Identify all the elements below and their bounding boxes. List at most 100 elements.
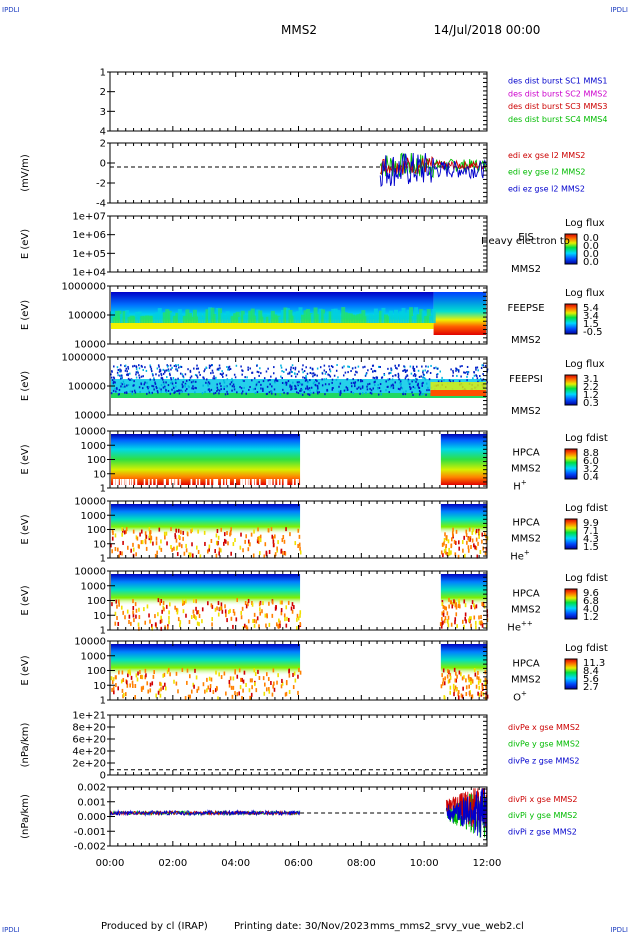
hpca-speck [215, 540, 218, 545]
feepsi-speck [411, 391, 413, 394]
feepse-feature [127, 316, 132, 323]
feepse-feature [230, 316, 235, 323]
hpca-speck [195, 606, 197, 611]
feepsi-speck [305, 378, 307, 381]
feepsi-speck [291, 371, 293, 374]
feepsi-speck [362, 392, 364, 395]
hpca-speck [445, 606, 448, 611]
hpca-speck [271, 534, 274, 539]
feepsi-speck [258, 381, 260, 384]
hpca-speck [183, 600, 186, 605]
spacecraft-label: MMS2 [511, 264, 541, 275]
hpca-speck [443, 696, 446, 701]
hpca-speck [453, 688, 456, 693]
hpca-speck [296, 617, 298, 622]
panel-frame [109, 215, 488, 273]
feepsi-speck [328, 368, 331, 371]
hpca-speck [175, 671, 178, 676]
hpca-speck [449, 600, 452, 605]
hpca-speck [123, 692, 125, 697]
hpca-speck [280, 611, 283, 616]
hpca-speck [256, 539, 259, 544]
feepsi-speck [295, 375, 297, 378]
hpca-speck [115, 683, 117, 688]
hpca-speck [186, 668, 189, 673]
feepsi-speck [422, 369, 424, 372]
feepsi-speck [245, 392, 247, 395]
feepsi-speck [315, 379, 317, 382]
feepsi-speck [417, 382, 419, 385]
feepsi-speck [321, 372, 324, 375]
hpca-speck [226, 531, 228, 536]
feepsi-speck [260, 387, 262, 390]
feepsi-speck [166, 365, 169, 368]
feepsi-speck [171, 382, 174, 385]
feepsi-speck [207, 381, 210, 384]
hpca-speck [443, 537, 446, 542]
feepsi-speck [169, 364, 172, 367]
feepsi-speck [331, 387, 334, 390]
feepsi-speck [255, 383, 258, 386]
feepsi-speck [401, 387, 404, 390]
hpca-speck [141, 674, 143, 679]
hpca-speck [161, 609, 163, 614]
hpca-speck [455, 605, 458, 610]
hpca-speck [175, 538, 178, 543]
feepse-feature [170, 312, 175, 323]
y-axis-label: E (eV) [20, 371, 31, 401]
feepsi-speck [343, 365, 345, 368]
y-tick-label: 4 [100, 127, 106, 138]
hpca-speck [280, 608, 283, 613]
hpca-speck [297, 528, 300, 533]
hpca-speck [160, 547, 163, 552]
feepsi-speck [115, 390, 117, 393]
hpca-speck [191, 553, 194, 558]
feepsi-speck [177, 364, 180, 367]
feepsi-speck [411, 380, 413, 383]
feepsi-speck [399, 388, 401, 391]
feepsi-speck [339, 390, 342, 393]
hpca-speck [264, 542, 267, 547]
hpca-speck [443, 619, 446, 624]
hpca-speck [298, 667, 300, 672]
feepsi-speck [352, 378, 354, 381]
feepsi-speck [196, 374, 198, 377]
hpca-speck [163, 672, 166, 677]
feepsi-speck [313, 381, 316, 384]
y-tick-label: 1e+07 [72, 212, 106, 223]
feepsi-speck [218, 389, 221, 392]
feepsi-speck [376, 376, 379, 379]
feepsi-speck [216, 368, 219, 371]
hpca-speck [255, 619, 258, 624]
feepse-feature [336, 310, 341, 323]
feepsi-speck [466, 373, 469, 376]
feepsi-speck [112, 381, 115, 384]
feepsi-speck [137, 371, 139, 374]
feepsi-speck [222, 375, 224, 378]
panel-frame [109, 714, 488, 776]
hpca-speck [471, 600, 474, 605]
feepsi-speck [407, 380, 409, 383]
feepsi-speck [289, 368, 292, 371]
hpca-speck [450, 537, 453, 542]
hpca-speck [453, 667, 456, 672]
hpca-gap [240, 479, 242, 485]
y-tick-label: 1000 [81, 441, 106, 452]
feepsi-speck [256, 381, 259, 384]
feepsi-speck [233, 388, 236, 391]
hpca-speck [120, 605, 123, 610]
hpca-speck [132, 542, 134, 547]
feepse-feature [429, 315, 434, 323]
hpca-speck [230, 551, 232, 556]
feepsi-speck [397, 374, 400, 377]
hpca-speck [223, 541, 225, 546]
hpca-speck [481, 601, 483, 606]
feepse-feature [160, 313, 165, 323]
hpca-spectrogram-block [111, 434, 301, 485]
hpca-speck [225, 613, 227, 618]
feepsi-speck [153, 388, 155, 391]
feepsi-speck [270, 390, 272, 393]
feepsi-speck [210, 364, 213, 367]
hpca-speck [481, 532, 484, 537]
feepsi-speck [482, 373, 484, 376]
